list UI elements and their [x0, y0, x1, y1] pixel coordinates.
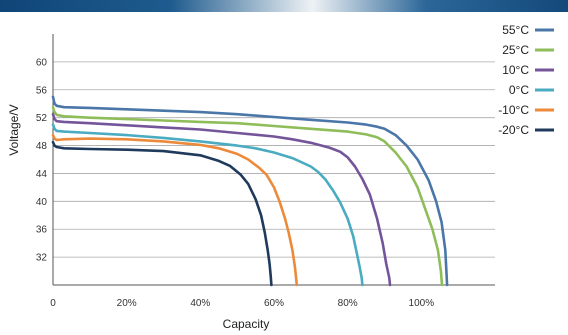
y-tick-label: 32: [36, 253, 48, 264]
legend-label: -20°C: [498, 123, 529, 137]
x-tick-label: 60%: [264, 298, 284, 309]
x-axis-title: Capacity: [223, 317, 270, 331]
series-line: [51, 123, 364, 287]
x-tick-label: 40%: [190, 298, 210, 309]
x-tick-label: 100%: [409, 298, 435, 309]
legend-label: 25°C: [502, 43, 529, 57]
legend-label: 0°C: [509, 83, 529, 97]
x-tick-label: 80%: [338, 298, 358, 309]
y-tick-label: 36: [36, 225, 48, 236]
header-band: [0, 0, 568, 12]
series-line: [51, 95, 449, 287]
x-axis-ticks: 0 20% 40% 60% 80% 100%: [50, 298, 434, 309]
y-tick-label: 56: [36, 85, 48, 96]
y-tick-label: 40: [36, 197, 48, 208]
x-tick-label: 0: [50, 298, 56, 309]
legend: 55°C 25°C 10°C 0°C -10°C -20°C: [498, 23, 554, 137]
y-tick-label: 52: [36, 113, 48, 124]
x-tick-label: 20%: [117, 298, 137, 309]
y-axis-title: Voltage/V: [7, 104, 21, 155]
series-line: [51, 140, 273, 287]
series-line: [51, 105, 444, 287]
y-tick-label: 48: [36, 141, 48, 152]
y-axis-ticks: 32 36 40 44 48 52 56 60: [36, 57, 48, 263]
series-line: [51, 133, 299, 287]
y-tick-label: 60: [36, 57, 48, 68]
legend-label: -10°C: [498, 103, 529, 117]
y-tick-label: 44: [36, 169, 48, 180]
series-line: [51, 112, 392, 287]
legend-label: 10°C: [502, 63, 529, 77]
grid-lines: [53, 61, 495, 258]
legend-label: 55°C: [502, 23, 529, 37]
series-lines: [51, 95, 449, 287]
